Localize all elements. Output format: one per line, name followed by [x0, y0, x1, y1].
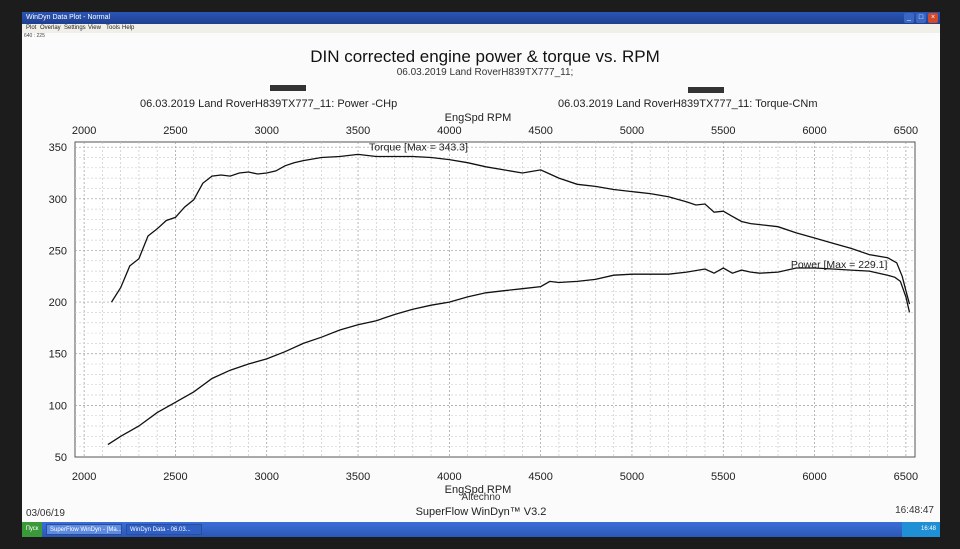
menu-overlay[interactable]: Overlay [40, 25, 61, 31]
x-axis-label-top: EngSpd RPM [445, 112, 512, 124]
x-tick-label-top: 6000 [802, 125, 826, 137]
taskbar-item-windyn-data[interactable]: WinDyn Data - 06.03... [126, 524, 202, 535]
x-tick-label-bottom: 2500 [163, 471, 187, 483]
menu-view[interactable]: View [88, 25, 101, 31]
menu-help[interactable]: Help [122, 25, 135, 31]
footer-brand: Altechno [461, 492, 501, 503]
tray-clock: 16:48 [920, 526, 936, 532]
x-tick-label-bottom: 5500 [711, 471, 735, 483]
legend-power-swatch [270, 85, 306, 91]
y-tick-label: 300 [49, 194, 67, 206]
y-tick-label: 250 [49, 245, 67, 257]
x-tick-label-bottom: 3500 [346, 471, 370, 483]
x-tick-label-bottom: 4500 [528, 471, 552, 483]
y-tick-label: 150 [49, 349, 67, 361]
x-tick-label-top: 4500 [528, 125, 552, 137]
x-tick-label-top: 4000 [437, 125, 461, 137]
title-bar: WinDyn Data Plot - Normal _ □ × [22, 12, 940, 24]
series-lines [107, 153, 911, 446]
torque-line [110, 153, 911, 305]
plot-area [74, 141, 916, 458]
y-tick-label: 50 [55, 452, 67, 464]
chart-subtitle: 06.03.2019 Land RoverH839TX777_11; [397, 67, 574, 78]
legend-torque-label: 06.03.2019 Land RoverH839TX777_11: Torqu… [558, 98, 817, 110]
x-tick-label-bottom: 6000 [802, 471, 826, 483]
system-tray: 16:48 [902, 522, 940, 537]
view-size-label: 640 : 225 [24, 33, 45, 39]
x-tick-label-top: 3500 [346, 125, 370, 137]
power-line [107, 267, 911, 446]
app-window: WinDyn Data Plot - Normal _ □ × Plot Ove… [22, 12, 940, 537]
menu-settings[interactable]: Settings [64, 25, 86, 31]
x-tick-label-bottom: 6500 [894, 471, 918, 483]
x-tick-label-bottom: 5000 [620, 471, 644, 483]
window-title: WinDyn Data Plot - Normal [26, 14, 111, 21]
taskbar-item-windyn-main[interactable]: SuperFlow WinDyn - [Ma... [46, 524, 122, 535]
footer-time: 16:48:47 [895, 505, 934, 516]
y-tick-label: 350 [49, 142, 67, 154]
close-button[interactable]: × [928, 13, 938, 23]
x-tick-label-top: 5000 [620, 125, 644, 137]
menu-bar: Plot Overlay Settings View Tools Help [22, 24, 940, 33]
chart: DIN corrected engine power & torque vs. … [49, 47, 918, 496]
annotations: Torque [Max = 343.3] Power [Max = 229.1] [369, 141, 888, 271]
torque-max-annotation: Torque [Max = 343.3] [369, 141, 468, 153]
x-tick-label-top: 6500 [894, 125, 918, 137]
menu-plot[interactable]: Plot [26, 25, 37, 31]
start-button[interactable]: Пуск [22, 522, 42, 537]
taskbar: Пуск SuperFlow WinDyn - [Ma... WinDyn Da… [22, 522, 940, 537]
legend-power-label: 06.03.2019 Land RoverH839TX777_11: Power… [140, 98, 397, 110]
axis-ticks: 2000 2000 2500 2500 3000 3000 3500 3500 4000 4000… [49, 125, 918, 483]
x-tick-label-bottom: 2000 [72, 471, 96, 483]
minimize-button[interactable]: _ [904, 13, 914, 23]
footer-product: SuperFlow WinDyn™ V3.2 [415, 506, 547, 518]
maximize-button[interactable]: □ [916, 13, 926, 23]
chart-title: DIN corrected engine power & torque vs. … [310, 47, 660, 66]
x-axis-label-bottom: EngSpd RPM [445, 484, 512, 496]
x-tick-label-top: 5500 [711, 125, 735, 137]
x-tick-label-top: 2500 [163, 125, 187, 137]
power-max-annotation: Power [Max = 229.1] [791, 259, 888, 271]
y-tick-label: 100 [49, 400, 67, 412]
legend-torque-swatch [688, 87, 724, 93]
x-tick-label-top: 3000 [254, 125, 278, 137]
x-tick-label-bottom: 4000 [437, 471, 461, 483]
menu-tools[interactable]: Tools [106, 25, 121, 31]
x-tick-label-bottom: 3000 [254, 471, 278, 483]
x-tick-label-top: 2000 [72, 125, 96, 137]
footer-date: 03/06/19 [26, 508, 65, 519]
y-tick-label: 200 [49, 297, 67, 309]
